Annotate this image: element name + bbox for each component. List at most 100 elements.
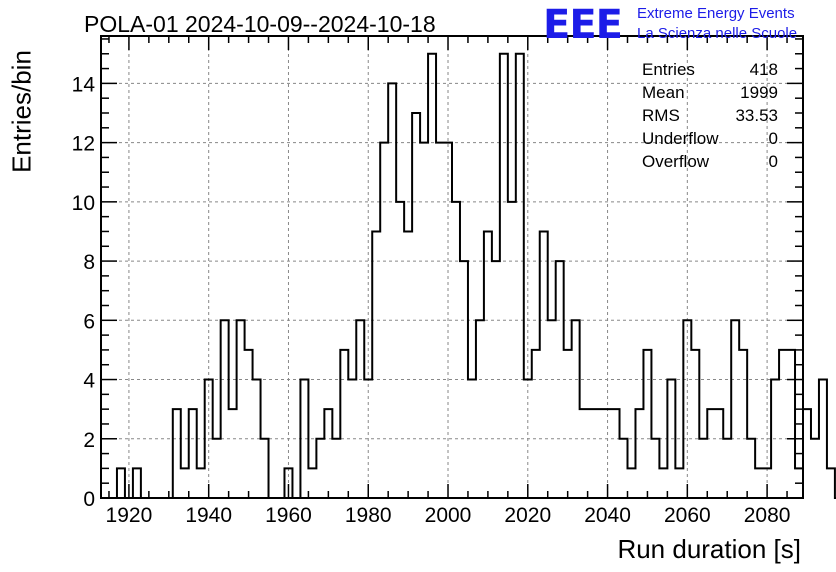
histogram-bin [245,350,253,498]
histogram-bin [699,439,707,498]
stat-value-entries: 418 [749,60,778,79]
plot-frame [100,35,804,499]
histogram-bin [340,350,348,498]
histogram-bin [300,380,308,498]
x-tick-label: 2020 [504,504,551,527]
logo-line-1: Extreme Energy Events [637,5,795,22]
histogram-bin [659,468,667,498]
histogram-bin [548,320,556,498]
stat-value-rms: 33.53 [735,106,778,125]
histogram-bin [771,380,779,498]
histogram-bin [380,143,388,498]
histogram-bin [316,439,324,498]
histogram-bin [388,83,396,498]
histogram-bin [803,409,811,498]
histogram-bin [404,231,412,498]
histogram-bin [596,409,604,498]
histogram-bin [181,468,189,498]
y-tick-label: 6 [83,310,95,333]
stat-value-mean: 1999 [740,83,778,102]
histogram-bin [332,439,340,498]
x-tick-label: 2060 [664,504,711,527]
histogram-bin [372,231,380,498]
histogram-bin [308,468,316,498]
histogram-bin [532,350,540,498]
histogram-bin [588,409,596,498]
x-tick-label: 1940 [185,504,232,527]
histogram-bin [492,261,500,498]
histogram-bin [460,261,468,498]
stat-value-overflow: 0 [768,152,778,171]
histogram-bin [412,113,420,498]
x-tick-label: 2040 [584,504,631,527]
x-tick-label: 1980 [345,504,392,527]
histogram-bin [556,261,564,498]
histogram-bin [516,54,524,498]
stat-label-entries: Entries [642,60,695,79]
histogram-bin [747,439,755,498]
histogram-bin [444,143,452,498]
histogram-bin [612,409,620,498]
y-tick-label: 4 [83,370,95,393]
histogram-bin [189,409,197,498]
histogram-bin [261,439,269,498]
histogram-bin [572,320,580,498]
histogram-bin [117,468,125,498]
histogram-bin [731,320,739,498]
histogram-bin [723,439,731,498]
x-tick-label: 1920 [106,504,153,527]
histogram-bin [436,143,444,498]
histogram-bin [476,320,484,498]
eee-logo: EEE [543,2,623,48]
stat-label-rms: RMS [642,106,680,125]
y-tick-label: 0 [83,488,95,511]
stat-label-mean: Mean [642,83,685,102]
stat-label-overflow: Overflow [642,152,710,171]
y-tick-label: 10 [72,192,95,215]
x-tick-label: 2000 [425,504,472,527]
y-axis-label: Entries/bin [6,50,37,173]
histogram-bin [580,409,588,498]
histogram-bin [500,54,508,498]
histogram-bin [524,380,532,498]
histogram-bin [468,380,476,498]
histogram-bin [484,231,492,498]
histogram-bin [428,54,436,498]
histogram-bin [620,439,628,498]
histogram-bin [564,350,572,498]
histogram-bin [205,380,213,498]
histogram-bin [819,380,827,498]
histogram-series [101,52,836,499]
histogram-bin [755,468,763,498]
stat-label-underflow: Underflow [642,129,719,148]
histogram-bin [715,409,723,498]
histogram-bin [229,409,237,498]
histogram-bin [324,409,332,498]
y-tick-label: 8 [83,251,95,274]
histogram-bin [213,439,221,498]
histogram-bin [779,350,787,498]
histogram-bin [173,409,181,498]
x-tick-label: 1960 [265,504,312,527]
histogram-bin [356,320,364,498]
histogram-bin [691,350,699,498]
histogram-bin [787,350,795,498]
histogram-bin [739,350,747,498]
histogram-bin [643,350,651,498]
histogram-bin [253,380,261,498]
histogram-bin [396,202,404,498]
histogram-bin [675,468,683,498]
logo-line-2: La Scienza nelle Scuole [637,25,798,42]
histogram-bin [508,202,516,498]
histogram-bin [133,468,141,498]
histogram-bin [651,439,659,498]
y-tick-label: 2 [83,429,95,452]
histogram-bin [683,320,691,498]
histogram-bin [348,380,356,498]
histogram-bin [628,468,636,498]
histogram-bin [364,380,372,498]
y-tick-label: 14 [72,73,96,96]
histogram-bin [452,202,460,498]
histogram-bin [635,409,643,498]
histogram-bin [707,409,715,498]
